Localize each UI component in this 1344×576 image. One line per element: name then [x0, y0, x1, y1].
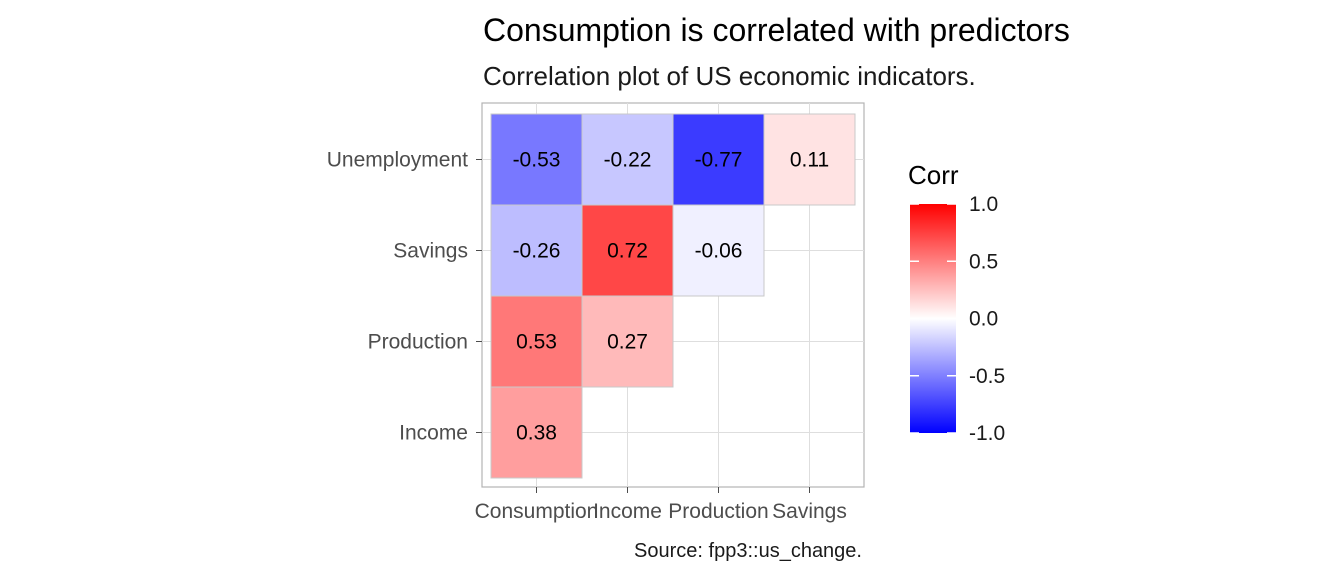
heatmap-cell	[490, 386, 583, 479]
heatmap-cell	[581, 204, 674, 297]
legend-ticks: 1.0 0.5 0.0 -0.5 -1.0	[910, 193, 1005, 445]
cell-value-label: -0.53	[513, 149, 561, 172]
chart-caption: Source: fpp3::us_change.	[634, 540, 862, 562]
y-tick-label: Income	[399, 422, 468, 445]
y-tick-label: Unemployment	[327, 149, 468, 172]
y-tick-label: Savings	[393, 240, 468, 263]
cell-value-label: -0.22	[604, 149, 652, 172]
color-legend: Corr 1.0 0.5 0.0 -0.5 -1.0	[908, 160, 1005, 445]
legend-tick-label: 0.0	[969, 308, 998, 331]
y-tick-label: Production	[368, 331, 468, 354]
heatmap-cells: 0.38 0.53 0.27 -0.26 0.72 -0.06 -0.53 -0.22 -0.7…	[490, 113, 856, 479]
legend-tick-label: 0.5	[969, 250, 998, 273]
heatmap-cell	[581, 113, 674, 206]
heatmap-cell	[490, 113, 583, 206]
chart-subtitle: Correlation plot of US economic indicato…	[483, 61, 976, 91]
x-tick-label: Income	[593, 500, 662, 523]
x-tick-label: Savings	[772, 500, 847, 523]
legend-tick-label: -1.0	[969, 422, 1005, 445]
legend-tick-label: -0.5	[969, 365, 1005, 388]
heatmap-cell	[490, 204, 583, 297]
cell-value-label: -0.26	[513, 240, 561, 263]
x-tick-label: Consumption	[475, 500, 599, 523]
legend-tick-label: 1.0	[969, 193, 998, 216]
heatmap-cell	[672, 113, 765, 206]
cell-value-label: -0.77	[695, 149, 743, 172]
heatmap-cell	[763, 113, 856, 206]
cell-value-label: 0.53	[516, 331, 557, 354]
cell-value-label: 0.72	[607, 240, 648, 263]
chart-title: Consumption is correlated with predictor…	[483, 12, 1070, 48]
cell-value-label: 0.11	[790, 149, 829, 172]
x-tick-label: Production	[668, 500, 768, 523]
legend-title: Corr	[908, 160, 959, 190]
heatmap-cell	[672, 204, 765, 297]
cell-value-label: -0.06	[695, 240, 743, 263]
cell-value-label: 0.27	[607, 331, 648, 354]
heatmap-cell	[581, 295, 674, 388]
cell-value-label: 0.38	[516, 422, 557, 445]
y-axis: Income Production Savings Unemployment	[327, 149, 482, 445]
